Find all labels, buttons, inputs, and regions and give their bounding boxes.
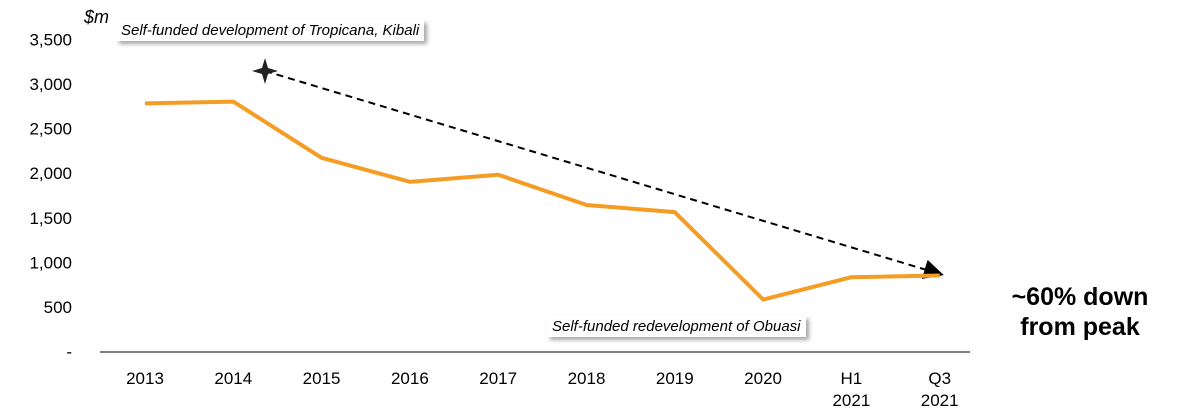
unit-label: $m xyxy=(83,7,109,27)
y-tick-label: 3,500 xyxy=(29,30,72,49)
x-tick-label: 2019 xyxy=(655,369,694,388)
x-tick-label: 2020 xyxy=(744,369,782,388)
y-tick-label: 3,000 xyxy=(29,75,72,94)
data-line xyxy=(144,99,940,302)
annotation: Self-funded development of Tropicana, Ki… xyxy=(116,20,425,41)
callout: ~60% down from peak xyxy=(1011,283,1149,341)
x-tick-label: 2015 xyxy=(302,369,341,388)
y-tick-label: 1,000 xyxy=(29,253,72,272)
y-tick-label: 1,500 xyxy=(29,209,72,228)
peak-star xyxy=(252,58,278,84)
trend-arrow xyxy=(264,70,944,279)
x-tick-label: 2014 xyxy=(214,369,253,388)
annotation: Self-funded redevelopment of Obuasi xyxy=(547,316,806,337)
x-tick-label: 2016 xyxy=(390,369,429,388)
y-tick-label: - xyxy=(66,342,72,361)
x-tick-label: H1 2021 xyxy=(832,369,871,410)
y-tick-label: 2,500 xyxy=(29,120,72,139)
x-tick-label: 2018 xyxy=(567,369,606,388)
x-tick-label: 2013 xyxy=(126,369,164,388)
x-tick-label: 2017 xyxy=(479,369,518,388)
y-tick-label: 2,000 xyxy=(29,164,72,183)
y-tick-label: 500 xyxy=(44,298,72,317)
x-tick-label: Q3 2021 xyxy=(920,369,959,410)
